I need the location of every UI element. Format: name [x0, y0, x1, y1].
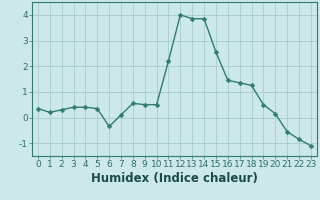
X-axis label: Humidex (Indice chaleur): Humidex (Indice chaleur) — [91, 172, 258, 185]
